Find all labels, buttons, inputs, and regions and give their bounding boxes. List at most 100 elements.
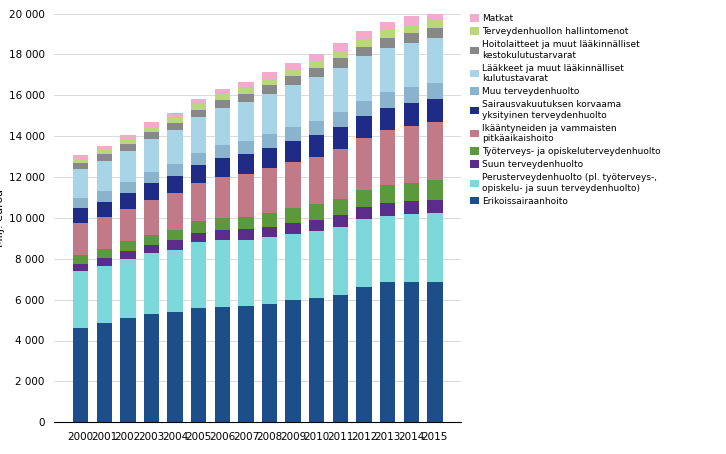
Bar [285, 162, 301, 208]
Bar [285, 76, 301, 84]
Bar [191, 165, 206, 183]
Bar [191, 99, 206, 104]
Bar [168, 312, 183, 422]
Bar [262, 213, 277, 227]
Bar [356, 286, 372, 422]
Bar [285, 84, 301, 127]
Bar [215, 89, 230, 94]
Bar [144, 314, 159, 422]
Bar [356, 31, 372, 39]
Bar [238, 217, 253, 229]
Bar [144, 200, 159, 235]
Bar [309, 54, 325, 60]
Bar [168, 118, 183, 123]
Y-axis label: Milj. euroa: Milj. euroa [0, 189, 4, 247]
Bar [73, 271, 89, 328]
Bar [121, 182, 136, 193]
Bar [356, 101, 372, 116]
Bar [356, 219, 372, 286]
Bar [333, 68, 348, 112]
Bar [97, 258, 112, 266]
Bar [356, 116, 372, 138]
Bar [168, 164, 183, 176]
Bar [168, 130, 183, 164]
Bar [427, 28, 443, 38]
Bar [144, 138, 159, 172]
Bar [144, 172, 159, 183]
Bar [262, 79, 277, 85]
Bar [404, 87, 419, 103]
Bar [121, 259, 136, 318]
Bar [404, 25, 419, 33]
Bar [97, 217, 112, 249]
Bar [380, 30, 395, 38]
Bar [427, 10, 443, 20]
Bar [238, 306, 253, 422]
Bar [97, 191, 112, 202]
Bar [121, 251, 136, 259]
Bar [215, 306, 230, 422]
Bar [380, 130, 395, 185]
Bar [380, 93, 395, 108]
Bar [238, 94, 253, 102]
Bar [73, 255, 89, 264]
Bar [380, 38, 395, 48]
Bar [404, 33, 419, 43]
Bar [309, 231, 325, 298]
Bar [333, 149, 348, 199]
Bar [427, 38, 443, 83]
Bar [238, 229, 253, 240]
Bar [238, 174, 253, 217]
Bar [333, 51, 348, 59]
Bar [262, 148, 277, 168]
Bar [73, 223, 89, 255]
Bar [215, 217, 230, 230]
Bar [215, 108, 230, 145]
Bar [285, 208, 301, 223]
Bar [427, 200, 443, 213]
Bar [238, 102, 253, 141]
Bar [144, 235, 159, 245]
Bar [262, 304, 277, 422]
Bar [427, 122, 443, 180]
Bar [333, 295, 348, 422]
Legend: Matkat, Terveydenhuollon hallintomenot, Hoitolaitteet ja muut lääkinnälliset
kes: Matkat, Terveydenhuollon hallintomenot, … [470, 14, 661, 206]
Bar [404, 16, 419, 25]
Bar [121, 144, 136, 150]
Bar [168, 113, 183, 118]
Bar [262, 168, 277, 213]
Bar [333, 227, 348, 295]
Bar [309, 68, 325, 77]
Bar [73, 169, 89, 198]
Bar [333, 112, 348, 127]
Bar [380, 22, 395, 30]
Bar [309, 121, 325, 135]
Bar [144, 122, 159, 127]
Bar [404, 202, 419, 214]
Bar [168, 250, 183, 312]
Bar [191, 242, 206, 308]
Bar [73, 328, 89, 422]
Bar [97, 146, 112, 150]
Bar [427, 83, 443, 99]
Bar [285, 127, 301, 141]
Bar [121, 241, 136, 251]
Bar [285, 234, 301, 300]
Bar [144, 127, 159, 132]
Bar [73, 155, 89, 158]
Bar [309, 77, 325, 121]
Bar [191, 221, 206, 233]
Bar [215, 177, 230, 217]
Bar [144, 183, 159, 200]
Bar [356, 47, 372, 56]
Bar [380, 216, 395, 282]
Bar [309, 60, 325, 68]
Bar [215, 94, 230, 100]
Bar [238, 88, 253, 94]
Bar [356, 138, 372, 190]
Bar [285, 69, 301, 76]
Bar [238, 240, 253, 306]
Bar [121, 139, 136, 144]
Bar [238, 154, 253, 174]
Bar [356, 207, 372, 219]
